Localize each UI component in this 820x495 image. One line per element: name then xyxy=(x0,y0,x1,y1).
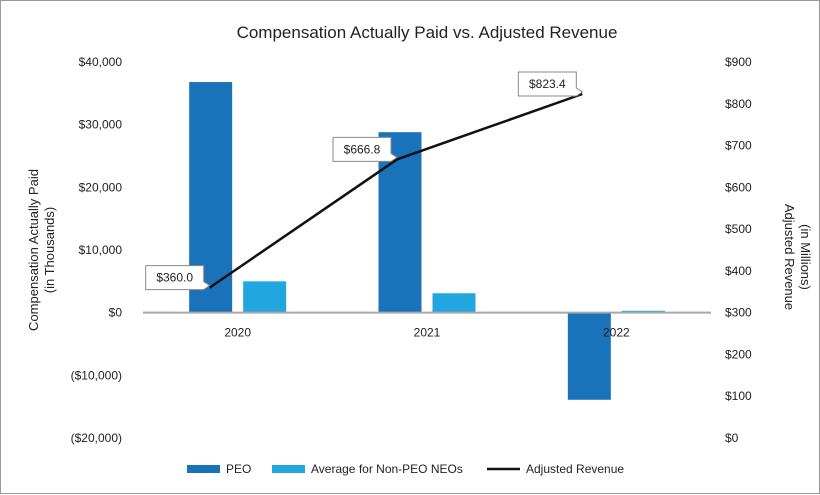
left-axis-label: Compensation Actually Paid (in Thousands… xyxy=(26,169,57,331)
left-tick-label: $20,000 xyxy=(79,180,123,194)
left-tick-label: $0 xyxy=(109,306,123,320)
left-tick-label: ($10,000) xyxy=(71,368,122,382)
left-tick-label: $40,000 xyxy=(79,55,123,69)
legend-swatch xyxy=(272,465,305,473)
left-tick-label: $10,000 xyxy=(79,243,123,257)
right-tick-label: $100 xyxy=(725,389,752,403)
right-tick-label: $800 xyxy=(725,97,752,111)
right-axis-label-line2: (in Millions) xyxy=(798,224,813,290)
right-tick-label: $200 xyxy=(725,347,752,361)
x-tick-label: 2022 xyxy=(603,326,630,340)
legend-label: PEO xyxy=(226,462,251,476)
right-tick-label: $600 xyxy=(725,180,752,194)
right-axis-label: Adjusted Revenue (in Millions) xyxy=(782,204,813,310)
data-label-box xyxy=(145,265,211,291)
right-axis-label-line1: Adjusted Revenue xyxy=(782,204,797,310)
non-peo-neo-bar xyxy=(243,281,287,313)
legend-swatch xyxy=(187,465,220,473)
left-axis-label-line1: Compensation Actually Paid xyxy=(26,169,41,331)
revenue-line-group: $360.0 $666.8 $823.4 xyxy=(145,71,584,291)
x-axis-tick-labels: 2020 2021 2022 xyxy=(224,326,630,340)
data-label: $823.4 xyxy=(529,77,566,91)
non-peo-neo-bar xyxy=(432,293,476,313)
right-axis: $900 $800 $700 $600 $500 $400 $300 $200 $100 $0 xyxy=(725,55,752,445)
data-label-box xyxy=(517,71,584,97)
left-tick-label: $30,000 xyxy=(79,118,123,132)
peo-bar xyxy=(378,132,422,313)
right-tick-label: $500 xyxy=(725,222,752,236)
right-tick-label: $900 xyxy=(725,55,752,69)
peo-bar xyxy=(567,312,611,400)
legend-label: Average for Non-PEO NEOs xyxy=(311,462,463,476)
adjusted-revenue-line xyxy=(208,92,583,289)
bars-group xyxy=(189,82,665,400)
data-label: $666.8 xyxy=(344,142,381,156)
data-label-box xyxy=(332,136,398,162)
left-axis: $40,000 $30,000 $20,000 $10,000 $0 ($10,000) (… xyxy=(71,55,123,445)
left-axis-label-line2: (in Thousands) xyxy=(42,207,57,293)
chart-title: Compensation Actually Paid vs. Adjusted … xyxy=(237,23,618,42)
right-tick-label: $300 xyxy=(725,306,752,320)
legend-label: Adjusted Revenue xyxy=(526,462,624,476)
x-tick-label: 2020 xyxy=(224,326,251,340)
x-tick-label: 2021 xyxy=(414,326,441,340)
legend: PEO Average for Non-PEO NEOs Adjusted Reve… xyxy=(187,462,624,476)
right-tick-label: $0 xyxy=(725,431,739,445)
right-tick-label: $400 xyxy=(725,264,752,278)
data-label: $360.0 xyxy=(156,271,193,285)
left-tick-label: ($20,000) xyxy=(71,431,122,445)
right-tick-label: $700 xyxy=(725,139,752,153)
